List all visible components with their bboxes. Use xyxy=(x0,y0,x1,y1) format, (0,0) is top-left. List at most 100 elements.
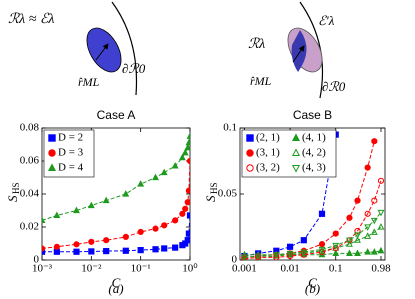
marker xyxy=(53,243,60,250)
marker xyxy=(354,232,361,239)
diagram-label: ℛλ ≈ ℰλ xyxy=(8,12,54,27)
marker xyxy=(246,134,254,142)
plot-area xyxy=(240,131,385,260)
marker xyxy=(102,196,110,204)
marker xyxy=(73,206,80,214)
marker xyxy=(53,211,61,219)
plot-area xyxy=(42,132,190,255)
marker xyxy=(286,243,294,250)
legend-label: (2, 1) xyxy=(256,132,280,144)
marker xyxy=(48,134,56,142)
diagram-label: ℰ′λ xyxy=(318,13,335,28)
x-tick-label: 10⁻² xyxy=(81,263,102,275)
marker xyxy=(332,242,340,250)
y-tick-label: 0.1 xyxy=(223,122,237,134)
marker xyxy=(240,254,248,260)
marker xyxy=(53,248,60,255)
marker xyxy=(286,250,294,258)
marker xyxy=(364,248,372,255)
marker xyxy=(318,241,326,248)
marker xyxy=(354,236,361,243)
panel-label: (a) xyxy=(108,281,123,296)
y-tick-label: 0 xyxy=(232,254,238,266)
marker xyxy=(152,173,159,181)
marker xyxy=(103,237,110,244)
marker xyxy=(377,223,385,230)
y-tick-label: 0.04 xyxy=(20,188,40,200)
marker xyxy=(246,149,254,157)
legend-label: D = 3 xyxy=(58,147,84,159)
marker xyxy=(364,232,372,239)
marker xyxy=(318,210,326,217)
marker xyxy=(42,245,46,252)
marker xyxy=(184,237,190,244)
marker xyxy=(300,251,307,258)
boundary xyxy=(299,1,324,99)
x-tick-label: 0.1 xyxy=(329,263,343,275)
marker xyxy=(160,168,168,176)
marker xyxy=(122,247,129,254)
y-axis-label: S xyxy=(5,195,20,202)
legend-label: D = 4 xyxy=(58,162,84,174)
marker xyxy=(370,228,378,235)
legend-label: (4, 1) xyxy=(302,132,326,144)
marker xyxy=(346,249,353,256)
fit-line xyxy=(244,250,382,256)
marker xyxy=(185,187,190,194)
marker xyxy=(186,132,190,139)
marker xyxy=(181,148,189,156)
marker xyxy=(48,149,56,157)
marker xyxy=(182,205,189,212)
legend-label: (3, 2) xyxy=(256,162,280,174)
x-tick-label: 0.01 xyxy=(280,263,299,275)
marker xyxy=(332,249,340,256)
diagram-label: r̂ML xyxy=(250,74,272,88)
chart-title: Case B xyxy=(293,108,332,122)
marker xyxy=(318,248,326,256)
marker xyxy=(73,248,80,255)
marker xyxy=(152,225,159,232)
diagram-label: r̂ML xyxy=(78,75,100,89)
x-tick-label: 0.001 xyxy=(232,263,257,275)
marker xyxy=(241,255,248,260)
marker xyxy=(318,246,326,254)
marker xyxy=(87,201,95,209)
x-tick-label: 10⁻³ xyxy=(32,263,53,275)
x-axis-label: C xyxy=(112,275,121,290)
legend-label: (4, 3) xyxy=(302,162,326,174)
marker xyxy=(370,248,378,255)
marker xyxy=(371,138,378,145)
marker xyxy=(346,214,353,221)
marker xyxy=(161,245,168,252)
marker xyxy=(332,230,339,237)
marker xyxy=(172,217,179,224)
diagram-label: ∂ℛ0 xyxy=(322,79,346,94)
marker xyxy=(364,210,371,217)
marker xyxy=(364,224,372,231)
marker xyxy=(186,212,190,219)
marker xyxy=(185,138,190,146)
diagram-label: ∂ℛ0 xyxy=(122,61,146,76)
marker xyxy=(291,164,301,173)
fit-line xyxy=(244,180,382,260)
y-axis-label-subscript: HS xyxy=(11,182,21,194)
legend-label: (3, 1) xyxy=(256,147,280,159)
y-tick-label: 0.06 xyxy=(20,155,40,167)
y-tick-label: 0.05 xyxy=(218,188,238,200)
boundary xyxy=(111,1,138,96)
marker xyxy=(179,210,186,217)
marker xyxy=(171,162,179,169)
marker xyxy=(364,164,371,171)
marker xyxy=(88,248,95,255)
marker xyxy=(377,246,385,254)
marker xyxy=(152,246,159,253)
marker xyxy=(254,253,262,260)
marker xyxy=(354,249,361,256)
marker xyxy=(47,163,57,172)
marker xyxy=(137,180,145,187)
legend-box xyxy=(241,129,337,178)
marker xyxy=(172,244,179,251)
fit-line xyxy=(244,212,382,258)
marker xyxy=(346,240,353,247)
